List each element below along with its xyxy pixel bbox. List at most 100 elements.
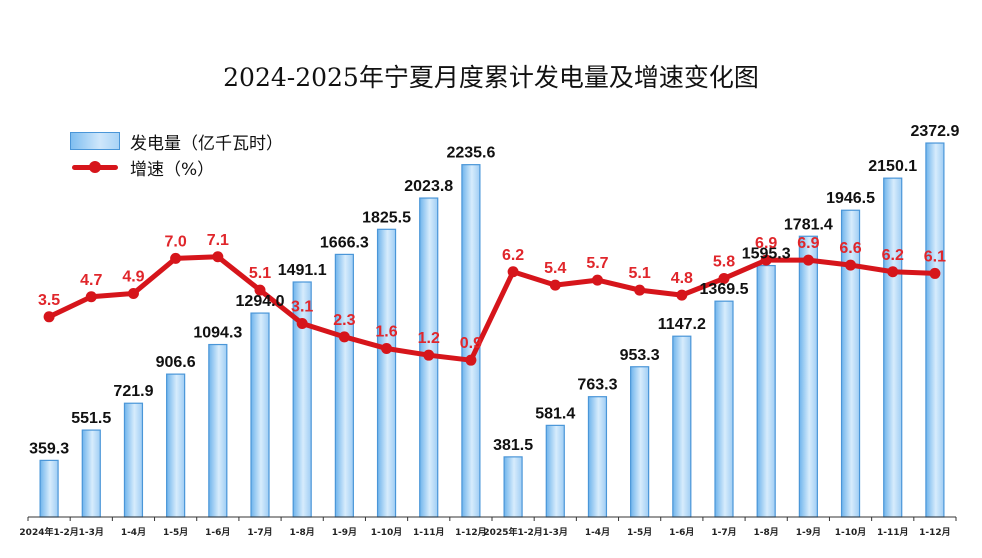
bar-value-label-12: 581.4	[535, 405, 575, 422]
bar-value-label-9: 2023.8	[404, 178, 453, 195]
x-tick-label-12: 1-3月	[543, 527, 568, 538]
chart-legend: 发电量（亿千瓦时） 增速（%）	[70, 128, 283, 180]
growth-value-label-3: 7.0	[165, 233, 187, 250]
growth-value-label-11: 6.2	[502, 247, 524, 264]
x-tick-label-5: 1-7月	[247, 527, 272, 538]
growth-point-19	[845, 259, 857, 271]
x-tick-label-3: 1-5月	[163, 527, 188, 538]
growth-value-label-9: 1.2	[418, 330, 440, 347]
x-tick-label-16: 1-7月	[711, 527, 736, 538]
growth-point-17	[760, 254, 772, 266]
growth-value-label-13: 5.7	[586, 255, 608, 272]
bar-4	[208, 343, 228, 518]
growth-point-12	[549, 279, 561, 291]
x-tick-label-7: 1-9月	[332, 527, 357, 538]
bar-13	[587, 396, 608, 518]
growth-point-2	[127, 287, 139, 299]
bar-value-label-4: 1094.3	[193, 325, 242, 342]
growth-value-label-2: 4.9	[122, 268, 144, 285]
growth-value-label-0: 3.5	[38, 292, 60, 309]
bar-11	[503, 456, 523, 518]
chart-title: 2024-2025年宁夏月度累计发电量及增速变化图	[223, 63, 759, 92]
bar-value-label-13: 763.3	[577, 377, 617, 394]
bar-12	[545, 424, 565, 518]
growth-value-label-4: 7.1	[207, 232, 229, 249]
bar-value-label-1: 551.5	[71, 410, 111, 427]
legend-item-generation: 发电量（亿千瓦时）	[70, 128, 283, 154]
growth-value-label-20: 6.2	[882, 247, 904, 264]
growth-point-5	[254, 284, 266, 296]
growth-value-label-15: 4.8	[671, 270, 693, 287]
growth-value-label-1: 4.7	[80, 272, 102, 289]
growth-value-label-12: 5.4	[544, 260, 566, 277]
bar-value-label-8: 1825.5	[362, 209, 411, 226]
bar-value-label-18: 1781.4	[784, 216, 833, 233]
growth-point-3	[170, 252, 182, 264]
growth-point-8	[381, 343, 393, 355]
bar-20	[883, 177, 903, 518]
bar-8	[376, 228, 397, 518]
growth-value-label-19: 6.6	[839, 240, 861, 257]
legend-line-swatch	[70, 158, 120, 176]
bar-value-label-0: 359.3	[29, 440, 69, 457]
bar-value-label-10: 2235.6	[446, 145, 495, 162]
growth-value-label-5: 5.1	[249, 265, 271, 282]
x-tick-label-8: 1-10月	[371, 527, 403, 538]
growth-point-14	[634, 284, 646, 296]
bar-value-label-14: 953.3	[620, 347, 660, 364]
growth-value-label-14: 5.1	[629, 265, 651, 282]
growth-point-0	[43, 311, 55, 323]
x-tick-label-18: 1-9月	[796, 527, 821, 538]
bar-14	[630, 366, 650, 518]
growth-point-10	[465, 354, 477, 366]
bar-value-label-11: 381.5	[493, 437, 533, 454]
bar-value-label-16: 1369.5	[700, 281, 749, 298]
bar-value-label-17: 1595.3	[742, 246, 791, 263]
growth-point-7	[338, 331, 350, 343]
bar-2	[123, 402, 144, 518]
bar-value-label-5: 1294.0	[236, 293, 285, 310]
growth-point-21	[929, 267, 941, 279]
growth-line	[46, 254, 938, 363]
bar-15	[672, 335, 692, 518]
x-tick-label-20: 1-11月	[877, 527, 909, 538]
growth-value-label-8: 1.6	[375, 324, 397, 341]
growth-point-13	[591, 274, 603, 286]
bar-3	[166, 373, 186, 518]
bar-21	[925, 142, 945, 518]
bar-5	[250, 312, 270, 518]
bar-value-label-20: 2150.1	[868, 158, 917, 175]
growth-value-label-17: 6.9	[755, 235, 777, 252]
bar-1	[81, 429, 101, 518]
x-tick-label-9: 1-11月	[413, 527, 445, 538]
bar-value-label-2: 721.9	[113, 383, 153, 400]
x-tick-label-1: 1-3月	[79, 527, 104, 538]
growth-point-6	[296, 317, 308, 329]
x-tick-label-6: 1-8月	[290, 527, 315, 538]
x-tick-label-21: 1-12月	[919, 527, 951, 538]
growth-point-11	[507, 266, 519, 278]
x-tick-label-10: 1-12月	[455, 527, 487, 538]
growth-point-20	[887, 266, 899, 278]
growth-point-18	[802, 254, 814, 266]
growth-point-9	[423, 349, 435, 361]
growth-point-4	[212, 251, 224, 263]
x-tick-label-17: 1-8月	[754, 527, 779, 538]
x-tick-label-0: 2024年1-2月	[19, 526, 78, 538]
growth-point-1	[85, 291, 97, 303]
bar-value-label-19: 1946.5	[826, 190, 875, 207]
bar-17	[756, 264, 776, 518]
growth-value-label-10: 0.9	[460, 335, 482, 352]
bar-value-label-3: 906.6	[156, 354, 196, 371]
x-tick-label-4: 1-6月	[205, 527, 230, 538]
x-tick-label-2: 1-4月	[121, 527, 146, 538]
x-tick-label-11: 2025年1-2月	[483, 526, 542, 538]
growth-point-15	[676, 289, 688, 301]
bar-value-label-21: 2372.9	[910, 123, 959, 140]
growth-value-label-21: 6.1	[924, 248, 946, 265]
bar-value-label-7: 1666.3	[320, 234, 369, 251]
legend-label-generation: 发电量（亿千瓦时）	[130, 133, 283, 154]
x-tick-label-19: 1-10月	[835, 527, 867, 538]
legend-label-growth: 增速（%）	[130, 159, 215, 180]
